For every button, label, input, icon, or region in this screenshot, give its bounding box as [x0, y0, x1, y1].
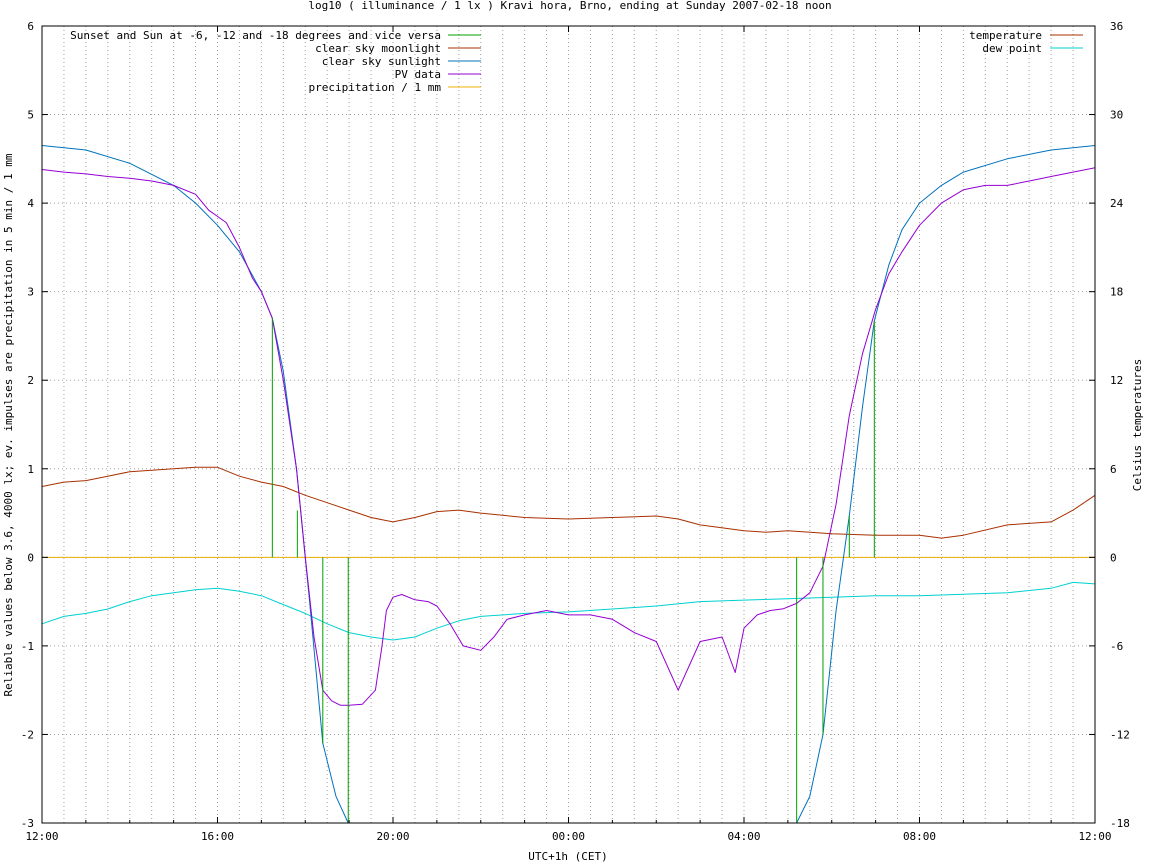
x-tick-label: 12:00: [25, 830, 58, 843]
temperature-line: [41, 466, 1096, 539]
legend-label: dew point: [982, 42, 1042, 55]
y2-tick-label: 6: [1110, 463, 1117, 476]
chart-title: log10 ( illuminance / 1 lx ) Kravi hora,…: [308, 0, 831, 12]
x-tick-label: 08:00: [903, 830, 936, 843]
y2-tick-label: -18: [1110, 817, 1130, 830]
legend-label: clear sky sunlight: [322, 55, 441, 68]
y-tick-label: 0: [27, 551, 34, 564]
legend-label: Sunset and Sun at -6, -12 and -18 degree…: [70, 29, 441, 42]
legend-label: precipitation / 1 mm: [309, 81, 442, 94]
y-tick-label: 1: [27, 463, 34, 476]
y2-tick-label: 12: [1110, 374, 1123, 387]
y-tick-label: 6: [27, 20, 34, 33]
x-tick-label: 12:00: [1078, 830, 1111, 843]
y-tick-label: 3: [27, 286, 34, 299]
y-tick-label: -2: [21, 728, 34, 741]
x-tick-label: 20:00: [376, 830, 409, 843]
x-tick-label: 04:00: [727, 830, 760, 843]
y2-tick-label: 18: [1110, 286, 1123, 299]
y-tick-label: -3: [21, 817, 34, 830]
x-tick-label: 00:00: [552, 830, 585, 843]
y2-tick-label: -6: [1110, 640, 1123, 653]
legend-label: PV data: [395, 68, 441, 81]
x-axis-label: UTC+1h (CET): [528, 850, 607, 863]
y2-axis-label: Celsius temperatures: [1131, 359, 1144, 491]
y-tick-label: 2: [27, 374, 34, 387]
y2-tick-label: 0: [1110, 551, 1117, 564]
y2-tick-label: 36: [1110, 20, 1123, 33]
pv-data-line: [41, 167, 1096, 706]
dew-point-line: [41, 581, 1096, 641]
y-tick-label: -1: [21, 640, 34, 653]
y2-tick-label: 30: [1110, 109, 1123, 122]
legend-label: temperature: [969, 29, 1042, 42]
y-axis-label: Reliable values below 3.6, 4000 lx; ev. …: [2, 153, 15, 696]
y2-tick-label: 24: [1110, 197, 1124, 210]
y-tick-label: 5: [27, 109, 34, 122]
legend: Sunset and Sun at -6, -12 and -18 degree…: [70, 29, 1083, 94]
y-tick-label: 4: [27, 197, 34, 210]
legend-label: clear sky moonlight: [315, 42, 441, 55]
x-tick-label: 16:00: [201, 830, 234, 843]
y2-tick-label: -12: [1110, 728, 1130, 741]
